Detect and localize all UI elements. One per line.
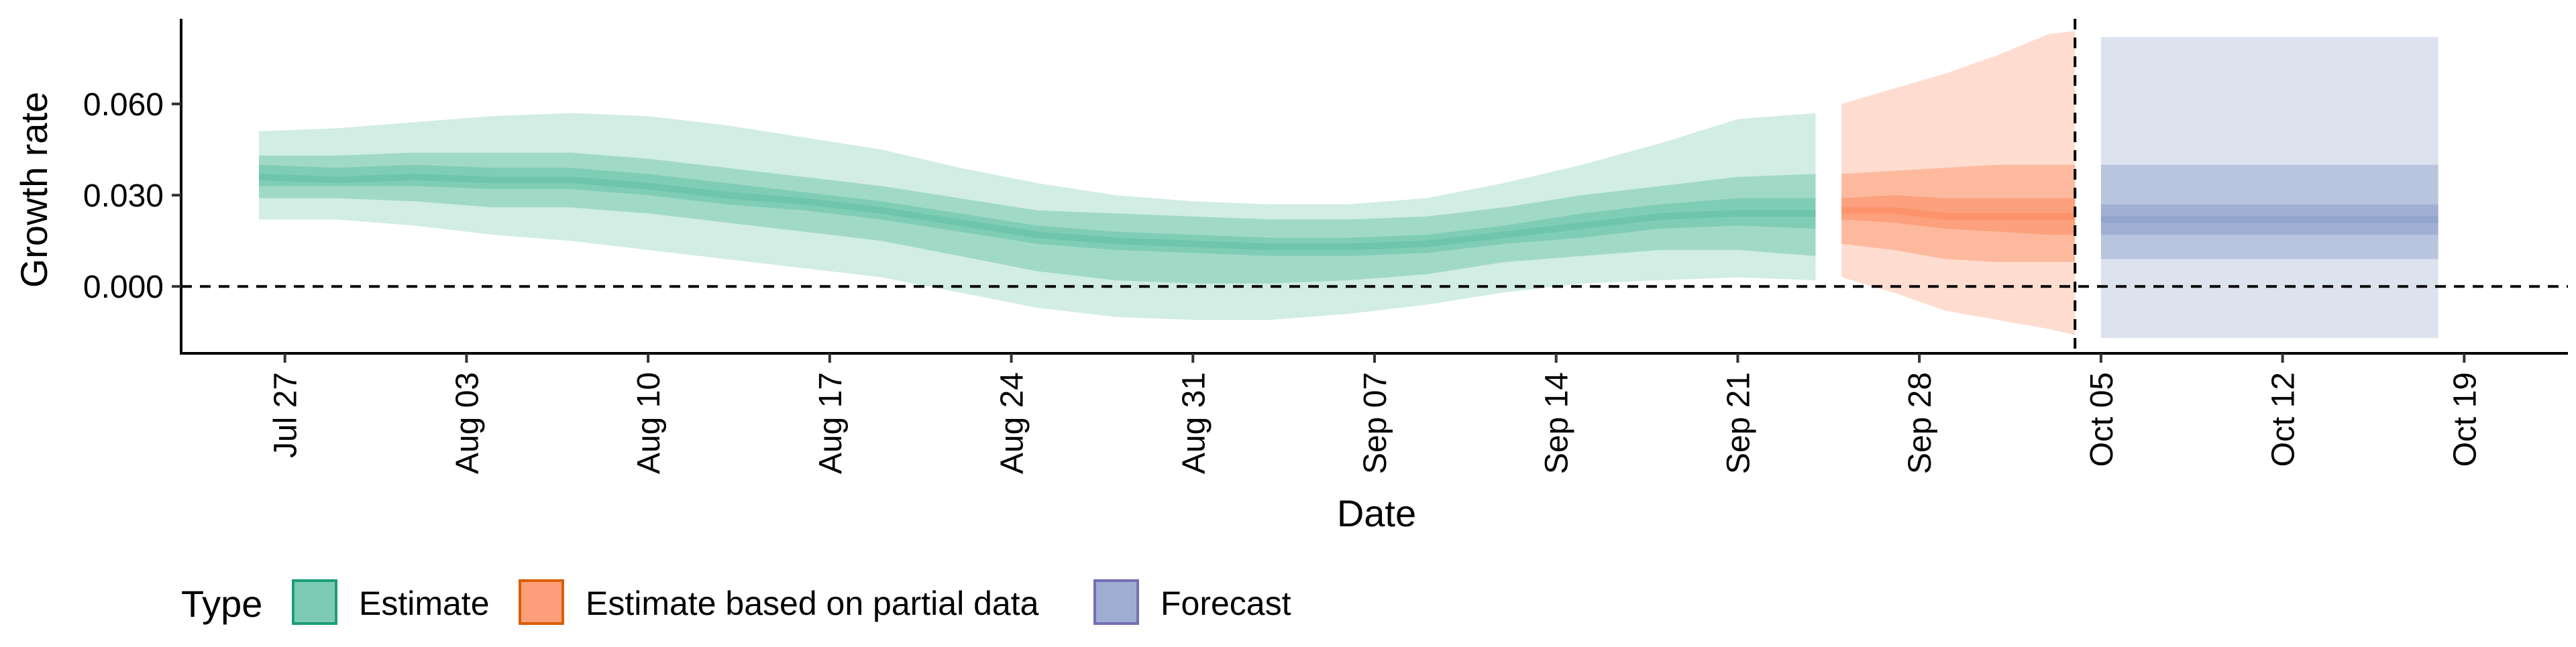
x-tick-label: Aug 03	[449, 372, 485, 474]
x-tick-label: Aug 24	[995, 372, 1030, 474]
legend-label: Estimate based on partial data	[586, 585, 1039, 622]
outer-band	[2100, 37, 2438, 339]
legend-title: Type	[181, 583, 262, 625]
x-tick-label: Oct 12	[2266, 372, 2302, 467]
x-tick-label: Aug 31	[1176, 372, 1212, 474]
x-tick-label: Oct 05	[2084, 372, 2120, 467]
series-2	[1841, 31, 2076, 335]
x-tick-label: Sep 07	[1358, 372, 1393, 474]
x-axis-title: Date	[1337, 492, 1416, 534]
legend-swatch	[519, 579, 564, 625]
x-tick-label: Sep 28	[1902, 372, 1938, 474]
legend: Type Estimate Estimate based on partial d…	[181, 579, 1291, 625]
y-axis-title: Growth rate	[13, 92, 55, 288]
x-tick-label: Oct 19	[2447, 372, 2483, 467]
median-line	[258, 173, 1816, 251]
series-1	[258, 113, 1816, 320]
y-tick-label: 0.000	[83, 270, 164, 305]
y-tick-label: 0.030	[83, 178, 164, 214]
y-tick-label: 0.060	[83, 87, 164, 123]
x-tick-label: Aug 17	[813, 372, 849, 474]
axes: 0.000 0.030 0.060 Jul 27 Aug 03 Aug 10 Aug 17 A…	[83, 19, 2568, 474]
outer-band	[1841, 31, 2076, 335]
legend-label: Estimate	[359, 585, 490, 622]
legend-swatch	[292, 579, 337, 625]
median-line	[1841, 207, 2076, 220]
bands-layer	[258, 31, 2438, 339]
x-tick-label: Sep 14	[1540, 372, 1575, 474]
x-tick-label: Aug 10	[631, 372, 667, 474]
x-tick-label: Sep 21	[1721, 372, 1756, 474]
legend-swatch	[1093, 579, 1139, 625]
x-tick-label: Jul 27	[268, 372, 304, 458]
outer-band	[259, 113, 1816, 320]
reference-lines	[181, 19, 2568, 353]
legend-label: Forecast	[1161, 585, 1291, 622]
series-3	[2100, 37, 2438, 339]
